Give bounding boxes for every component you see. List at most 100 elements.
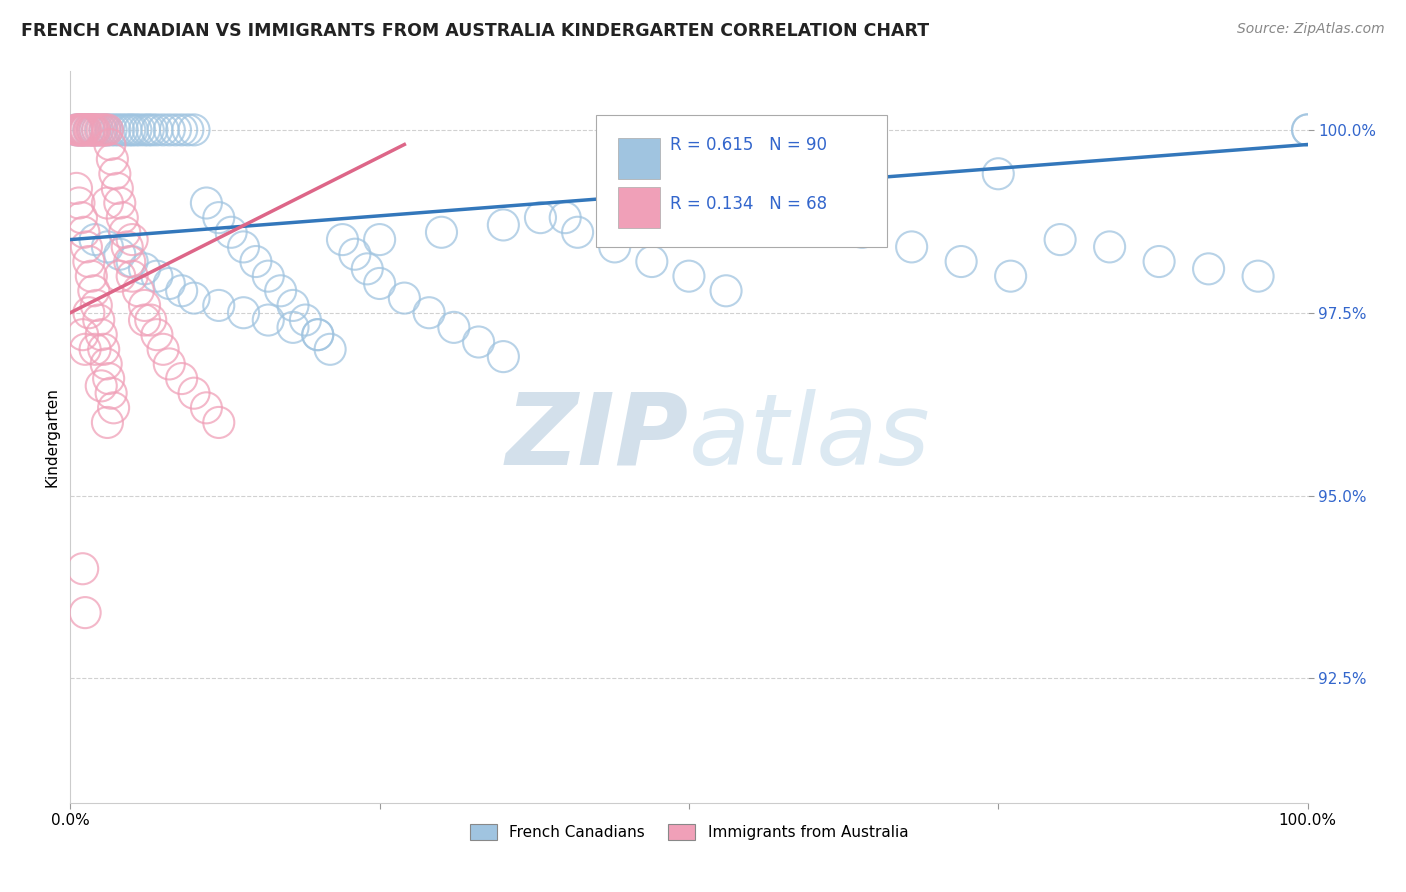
Point [73,225,96,239]
Point [1000,269,1022,284]
Point [114,225,136,239]
Point [157,277,180,291]
Point [83,284,105,298]
Point [75,123,97,137]
Point [69,123,91,137]
Point [232,240,254,254]
Point [343,247,366,261]
Point [96,416,118,430]
Legend: French Canadians, Immigrants from Australia: French Canadians, Immigrants from Austra… [464,818,914,847]
Point [987,167,1010,181]
Point [851,225,873,239]
Point [1296,123,1319,137]
Point [127,284,149,298]
Point [492,350,515,364]
Point [75,240,97,254]
Point [69,123,91,137]
Point [96,196,118,211]
Point [90,327,112,342]
Point [141,123,163,137]
Point [356,261,378,276]
Point [84,233,107,247]
Point [79,123,101,137]
Point [467,334,489,349]
Point [121,233,143,247]
Text: R = 0.615   N = 90: R = 0.615 N = 90 [671,136,827,153]
Text: atlas: atlas [689,389,931,485]
Point [195,196,218,211]
Point [332,233,354,247]
Point [157,357,180,371]
Point [84,343,107,357]
Point [152,123,174,137]
Point [219,225,242,239]
Point [90,123,112,137]
Point [89,123,111,137]
Point [307,327,329,342]
Point [65,123,87,137]
Point [146,269,169,284]
Point [146,327,169,342]
Point [108,269,131,284]
Point [134,261,156,276]
Point [96,123,118,137]
Point [567,225,589,239]
Point [97,371,120,385]
Point [170,284,193,298]
Point [66,123,89,137]
Point [67,196,90,211]
Point [146,123,169,137]
Point [195,401,218,415]
Point [80,123,103,137]
Point [492,218,515,232]
Point [70,211,93,225]
Point [1247,269,1270,284]
Point [752,196,775,211]
Point [90,379,112,393]
Point [394,291,416,305]
Point [134,123,156,137]
Point [104,123,127,137]
Point [73,123,96,137]
Point [554,211,576,225]
Point [170,123,193,137]
Point [96,123,118,137]
Point [94,123,117,137]
Point [281,298,304,312]
Point [270,284,292,298]
Point [70,123,93,137]
Point [65,123,87,137]
Point [101,152,124,166]
Point [616,203,638,218]
Point [232,306,254,320]
FancyBboxPatch shape [619,187,661,227]
Point [134,313,156,327]
Point [165,123,187,137]
Point [107,123,129,137]
Point [368,277,391,291]
Point [183,386,205,401]
Point [75,123,97,137]
Point [72,123,94,137]
Point [678,269,700,284]
Text: R = 0.134   N = 68: R = 0.134 N = 68 [671,195,828,213]
FancyBboxPatch shape [596,115,887,247]
Text: Source: ZipAtlas.com: Source: ZipAtlas.com [1237,22,1385,37]
Point [80,269,103,284]
Text: ZIP: ZIP [506,389,689,485]
Point [104,167,127,181]
Point [96,240,118,254]
Point [91,123,114,137]
Point [108,247,131,261]
Point [177,123,200,137]
Point [105,181,128,195]
Point [115,240,138,254]
Point [100,386,122,401]
Y-axis label: Kindergarten: Kindergarten [44,387,59,487]
Point [84,123,107,137]
Point [319,343,342,357]
Point [152,343,174,357]
Point [75,343,97,357]
Point [96,357,118,371]
Point [208,416,231,430]
